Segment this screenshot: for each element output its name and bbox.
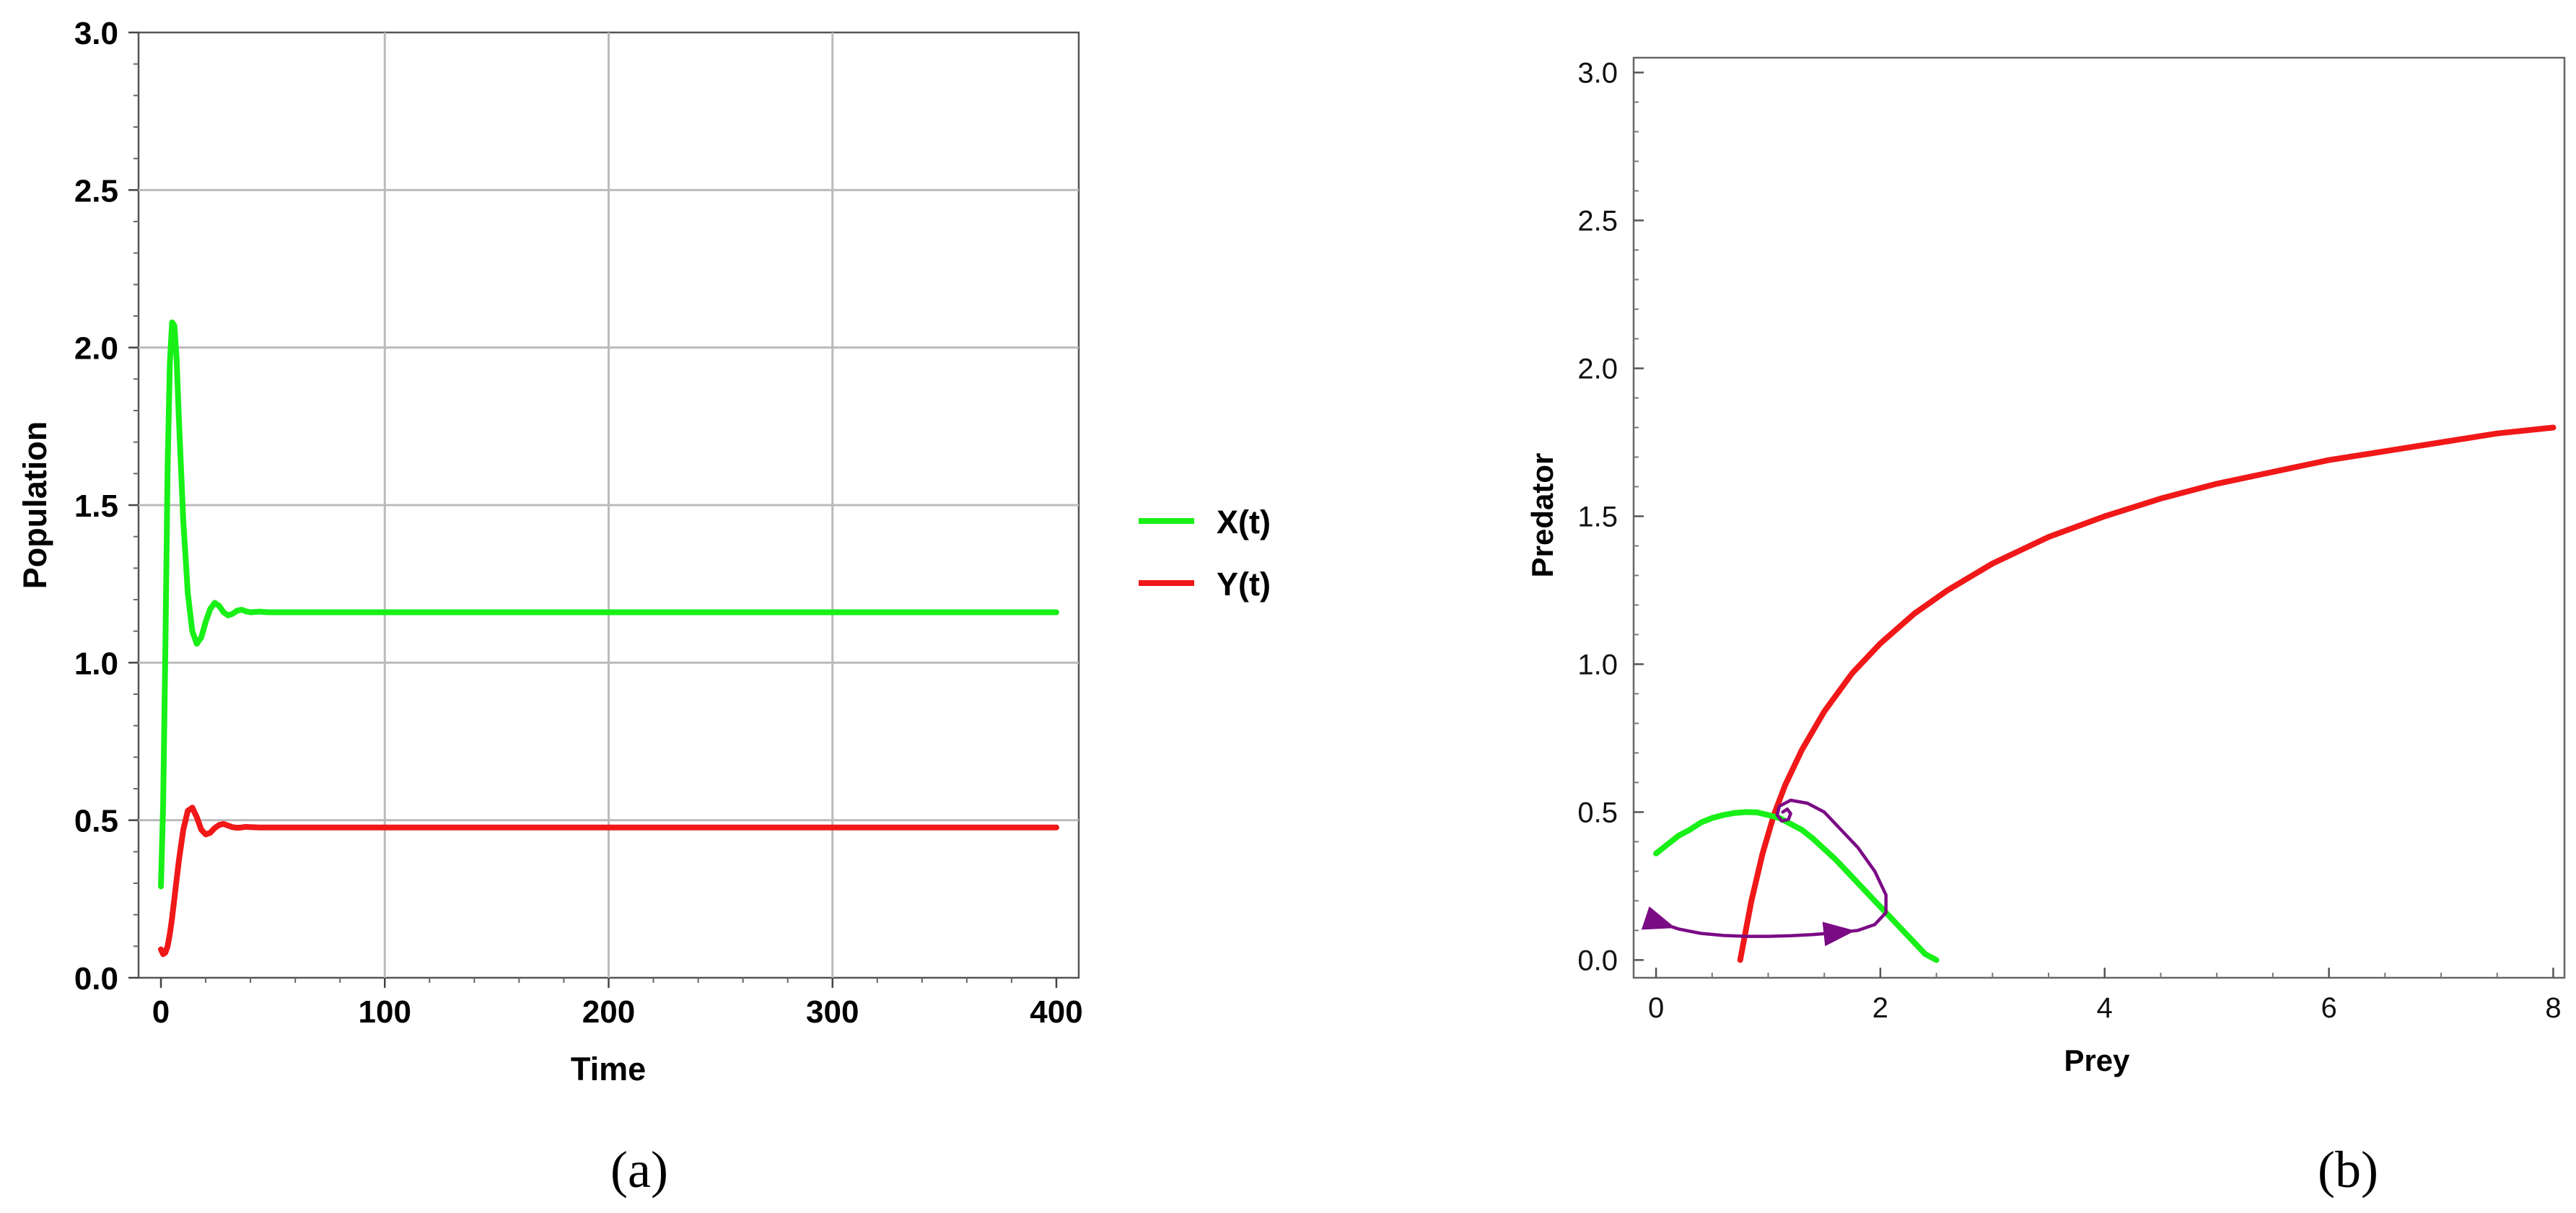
panel-b-phase-portrait: 0 2 4 6 8 0.0 0.5 1.0 1.5 2.0 2.5 3.0 Prey Predator… [1525,56,2566,1199]
panel-b-ticks: 0 2 4 6 8 0.0 0.5 1.0 1.5 2.0 2.5 3.0 [1577,57,2561,1024]
panel-a-grid [139,32,1079,978]
panel-a-y-tick-label: 2.0 [74,331,118,367]
panel-b-x-tick-label: 0 [1648,992,1664,1024]
panel-a-y-tick-label: 0.0 [74,961,118,997]
panel-a-x-tick-label: 300 [806,994,859,1030]
panel-a-x-tick-label: 100 [359,994,411,1030]
panel-b-series [1641,424,2557,963]
panel-b-y-tick-label: 0.0 [1577,945,1618,976]
panel-b-x-tick-label: 2 [1872,992,1888,1024]
panel-a-x-tick-label: 400 [1030,994,1082,1030]
legend-x-label: X(t) [1217,504,1271,540]
panel-a-y-tick-label: 2.5 [74,173,118,209]
panel-a-ticks: 0 100 200 300 400 0.0 0.5 1.0 1.5 2.0 2.5 3.0 [74,16,1083,1030]
panel-b-caption: (b) [2318,1141,2378,1199]
panel-a-x-tick-label: 0 [152,994,170,1030]
panel-b-y-tick-label: 1.0 [1577,649,1618,680]
panel-b-x-tick-label: 8 [2545,992,2561,1024]
panel-a-y-tick-label: 0.5 [74,804,118,839]
panel-b-predator-nullcline-line [1737,424,2557,963]
panel-b-y-tick-label: 2.0 [1577,353,1618,385]
trajectory-start-arrow [1641,906,1675,930]
panel-a-x-axis-label: Time [571,1051,646,1087]
panel-a-x-tick-label: 200 [582,994,635,1030]
panel-a-legend: X(t) Y(t) [1139,504,1271,603]
panel-a-caption: (a) [610,1141,668,1199]
panel-a-y-tick-label: 1.0 [74,646,118,681]
panel-b-y-tick-label: 2.5 [1577,205,1618,237]
panel-a-y-tick-label: 3.0 [74,16,118,51]
panel-b-trajectory-line [1654,798,1888,938]
legend-y-label: Y(t) [1217,566,1271,603]
panel-b-x-tick-label: 6 [2321,992,2336,1024]
panel-b-y-tick-label: 0.5 [1577,797,1618,828]
panel-a-series-y-line [158,805,1059,958]
trajectory-mid-arrow [1822,921,1856,947]
panel-a-series [158,319,1059,958]
panel-b-y-tick-label: 3.0 [1577,57,1618,89]
panel-a-y-axis-label: Population [17,421,53,589]
panel-b-frame [1632,56,2566,979]
panel-b-x-tick-label: 4 [2097,992,2113,1024]
panel-b-y-axis-label: Predator [1525,453,1559,578]
panel-a-y-tick-label: 1.5 [74,489,118,524]
panel-b-prey-nullcline-line [1653,809,1940,963]
panel-b-x-axis-label: Prey [2064,1043,2130,1077]
panel-a-series-x-line [158,319,1059,890]
panel-b-y-tick-label: 1.5 [1577,501,1618,533]
